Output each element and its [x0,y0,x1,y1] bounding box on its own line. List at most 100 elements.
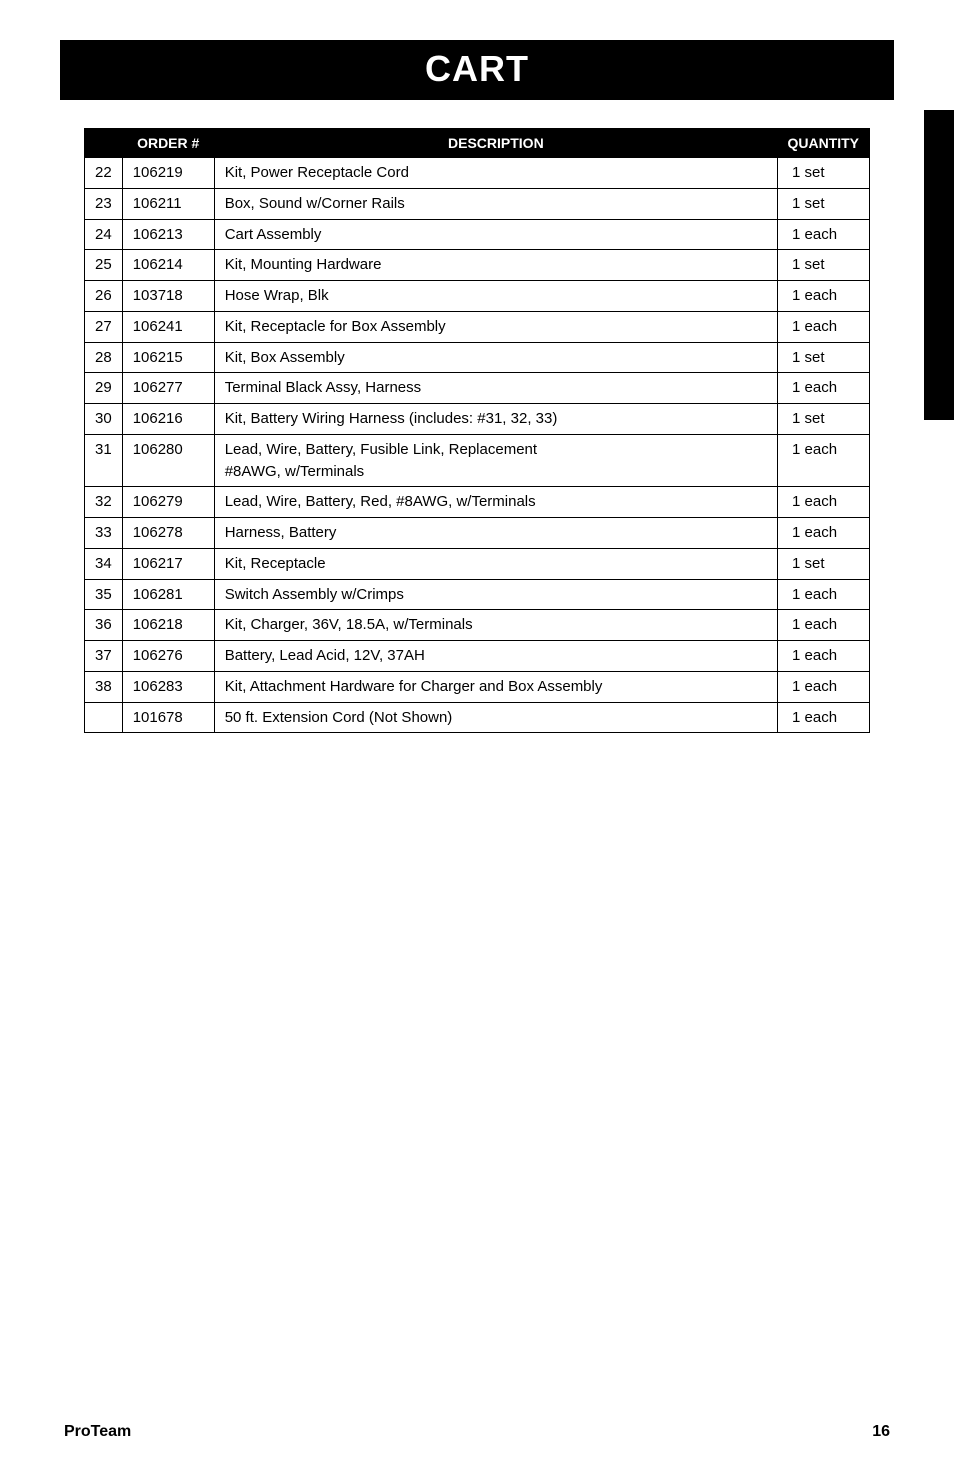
cell-order: 106277 [122,373,214,404]
side-tab [924,110,954,420]
table-row: 37106276Battery, Lead Acid, 12V, 37AH1 e… [85,641,870,672]
cell-order: 106241 [122,311,214,342]
table-row: 38106283Kit, Attachment Hardware for Cha… [85,671,870,702]
cell-row-num: 34 [85,548,123,579]
table-row: 27106241Kit, Receptacle for Box Assembly… [85,311,870,342]
table-row: 23106211Box, Sound w/Corner Rails1 set [85,188,870,219]
cell-row-num: 28 [85,342,123,373]
cell-row-num: 23 [85,188,123,219]
table-row: 22106219Kit, Power Receptacle Cord1 set [85,158,870,189]
cell-description: Box, Sound w/Corner Rails [214,188,777,219]
cell-order: 103718 [122,281,214,312]
cell-quantity: 1 each [778,579,870,610]
cell-quantity: 1 each [778,281,870,312]
footer-page-number: 16 [872,1423,890,1441]
table-row: 24106213Cart Assembly1 each [85,219,870,250]
cell-quantity: 1 each [778,311,870,342]
cell-quantity: 1 each [778,610,870,641]
cell-order: 106281 [122,579,214,610]
cell-description: Kit, Power Receptacle Cord [214,158,777,189]
table-row: 10167850 ft. Extension Cord (Not Shown)1… [85,702,870,733]
cell-row-num: 25 [85,250,123,281]
cell-quantity: 1 set [778,342,870,373]
header-order: ORDER # [122,129,214,158]
cell-quantity: 1 each [778,702,870,733]
page-footer: ProTeam 16 [60,1423,894,1445]
cell-quantity: 1 set [778,158,870,189]
table-row: 35106281Switch Assembly w/Crimps1 each [85,579,870,610]
cell-description: Harness, Battery [214,518,777,549]
cell-description: 50 ft. Extension Cord (Not Shown) [214,702,777,733]
cell-description: Kit, Attachment Hardware for Charger and… [214,671,777,702]
cell-row-num: 38 [85,671,123,702]
cell-row-num: 37 [85,641,123,672]
cell-order: 106214 [122,250,214,281]
table-row: 34106217Kit, Receptacle1 set [85,548,870,579]
cell-quantity: 1 set [778,404,870,435]
cell-quantity: 1 each [778,518,870,549]
cell-description: Cart Assembly [214,219,777,250]
cell-row-num: 24 [85,219,123,250]
table-row: 36106218Kit, Charger, 36V, 18.5A, w/Term… [85,610,870,641]
cell-description: Terminal Black Assy, Harness [214,373,777,404]
cell-row-num: 36 [85,610,123,641]
header-row-num [85,129,123,158]
cell-order: 106216 [122,404,214,435]
cell-row-num [85,702,123,733]
cell-description: Kit, Battery Wiring Harness (includes: #… [214,404,777,435]
cell-order: 106280 [122,434,214,487]
table-row: 29106277Terminal Black Assy, Harness1 ea… [85,373,870,404]
cell-order: 101678 [122,702,214,733]
cell-description: Hose Wrap, Blk [214,281,777,312]
table-body: 22106219Kit, Power Receptacle Cord1 set2… [85,158,870,733]
table-header-row: ORDER # DESCRIPTION QUANTITY [85,129,870,158]
cell-row-num: 27 [85,311,123,342]
cell-row-num: 30 [85,404,123,435]
cell-quantity: 1 set [778,548,870,579]
cell-order: 106283 [122,671,214,702]
table-row: 32106279Lead, Wire, Battery, Red, #8AWG,… [85,487,870,518]
cell-quantity: 1 each [778,641,870,672]
table-row: 30106216Kit, Battery Wiring Harness (inc… [85,404,870,435]
page: CART ORDER # DESCRIPTION QUANTITY 221062… [0,0,954,1475]
table-row: 28106215Kit, Box Assembly1 set [85,342,870,373]
cell-order: 106278 [122,518,214,549]
cell-order: 106217 [122,548,214,579]
table-row: 25106214Kit, Mounting Hardware1 set [85,250,870,281]
cell-order: 106276 [122,641,214,672]
cell-order: 106213 [122,219,214,250]
cell-description: Kit, Receptacle for Box Assembly [214,311,777,342]
cell-row-num: 35 [85,579,123,610]
cell-quantity: 1 set [778,188,870,219]
cell-row-num: 32 [85,487,123,518]
cell-order: 106215 [122,342,214,373]
cell-order: 106219 [122,158,214,189]
cell-quantity: 1 each [778,434,870,487]
cell-description: Kit, Receptacle [214,548,777,579]
cell-quantity: 1 each [778,671,870,702]
cell-row-num: 22 [85,158,123,189]
cell-quantity: 1 each [778,373,870,404]
cell-row-num: 26 [85,281,123,312]
cell-row-num: 31 [85,434,123,487]
cell-description: Battery, Lead Acid, 12V, 37AH [214,641,777,672]
cell-description: Switch Assembly w/Crimps [214,579,777,610]
cell-description: Kit, Mounting Hardware [214,250,777,281]
header-quantity: QUANTITY [778,129,870,158]
cell-quantity: 1 each [778,219,870,250]
cell-description: Lead, Wire, Battery, Fusible Link, Repla… [214,434,777,487]
header-description: DESCRIPTION [214,129,777,158]
cell-row-num: 29 [85,373,123,404]
cell-row-num: 33 [85,518,123,549]
parts-table-wrap: ORDER # DESCRIPTION QUANTITY 22106219Kit… [60,128,894,733]
cell-description: Kit, Box Assembly [214,342,777,373]
table-row: 31106280Lead, Wire, Battery, Fusible Lin… [85,434,870,487]
cell-description: Kit, Charger, 36V, 18.5A, w/Terminals [214,610,777,641]
footer-brand: ProTeam [64,1423,131,1441]
cell-order: 106218 [122,610,214,641]
table-row: 26103718Hose Wrap, Blk1 each [85,281,870,312]
cell-quantity: 1 set [778,250,870,281]
parts-table: ORDER # DESCRIPTION QUANTITY 22106219Kit… [84,128,870,733]
cell-quantity: 1 each [778,487,870,518]
table-row: 33106278Harness, Battery1 each [85,518,870,549]
